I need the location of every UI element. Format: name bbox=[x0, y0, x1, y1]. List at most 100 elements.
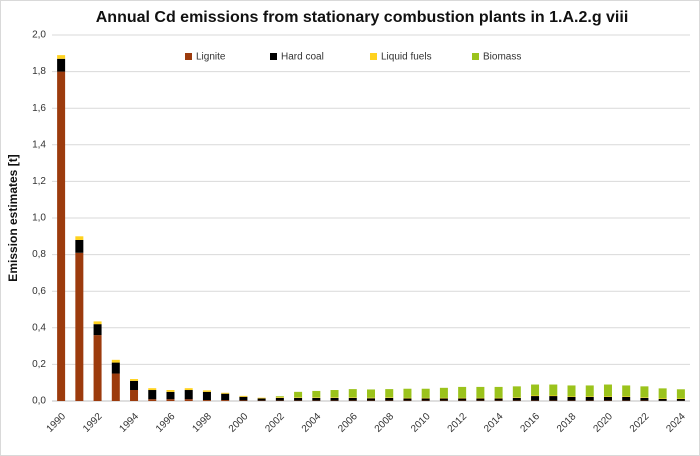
bar-segment bbox=[531, 396, 540, 401]
bar-segment bbox=[312, 397, 321, 398]
bar-segment bbox=[348, 397, 357, 401]
bar-segment bbox=[184, 399, 193, 401]
bar-segment bbox=[239, 396, 248, 401]
bar-segment bbox=[275, 396, 284, 398]
bar-segment bbox=[111, 359, 120, 363]
bar-segment bbox=[148, 390, 157, 400]
legend-label: Biomass bbox=[483, 52, 521, 63]
bar-segment bbox=[166, 399, 175, 401]
bar-segment bbox=[421, 397, 430, 399]
bar-segment bbox=[658, 398, 667, 401]
bar-segment bbox=[130, 379, 139, 381]
legend-swatch bbox=[370, 53, 377, 60]
bar-segment bbox=[239, 400, 248, 401]
bar-segment bbox=[549, 395, 558, 397]
bar-segment bbox=[640, 386, 649, 398]
y-tick-label: 0,4 bbox=[32, 322, 46, 333]
bar-segment bbox=[567, 396, 576, 401]
bar-segment bbox=[567, 396, 576, 397]
y-tick-label: 0,8 bbox=[32, 249, 46, 260]
bar-segment bbox=[439, 397, 448, 399]
bar-segment bbox=[458, 398, 467, 401]
bar-segment bbox=[421, 388, 430, 398]
bar-segment bbox=[348, 397, 357, 398]
bar-segment bbox=[603, 384, 612, 397]
bar-segment bbox=[421, 398, 430, 401]
bar-segment bbox=[93, 321, 102, 325]
bar-segment bbox=[221, 400, 230, 401]
bar-segment bbox=[330, 397, 339, 401]
bar-segment bbox=[93, 335, 102, 401]
bar-segment bbox=[403, 388, 412, 398]
bar-segment bbox=[676, 389, 685, 399]
y-tick-label: 0,0 bbox=[32, 396, 46, 407]
legend-swatch bbox=[472, 53, 479, 60]
bar-segment bbox=[549, 384, 558, 396]
bar-segment bbox=[75, 236, 84, 240]
bar-segment bbox=[257, 397, 266, 399]
bar-segment bbox=[202, 391, 211, 401]
y-tick-label: 1,4 bbox=[32, 139, 46, 150]
bar-segment bbox=[130, 390, 139, 401]
bar-segment bbox=[439, 398, 448, 401]
bar-segment bbox=[549, 396, 558, 401]
bar-segment bbox=[184, 390, 193, 400]
bar-segment bbox=[512, 397, 521, 398]
bar-segment bbox=[294, 397, 303, 401]
y-tick-label: 0,2 bbox=[32, 359, 46, 370]
bar-segment bbox=[312, 397, 321, 401]
bar-segment bbox=[585, 396, 594, 401]
bar-segment bbox=[93, 324, 102, 336]
legend-label: Hard coal bbox=[281, 52, 324, 63]
legend-swatch bbox=[270, 53, 277, 60]
bar-segment bbox=[676, 398, 685, 401]
bar-segment bbox=[476, 398, 485, 401]
legend-label: Lignite bbox=[196, 52, 226, 63]
bar-segment bbox=[403, 398, 412, 401]
y-tick-label: 1,6 bbox=[32, 103, 46, 114]
bar-segment bbox=[531, 384, 540, 396]
bar-segment bbox=[257, 398, 266, 401]
bar-segment bbox=[367, 397, 375, 399]
bar-segment bbox=[458, 386, 467, 398]
bar-segment bbox=[111, 373, 120, 401]
bar-segment bbox=[367, 398, 375, 401]
bar-segment bbox=[294, 391, 303, 398]
y-axis-label: Emission estimates [t] bbox=[6, 154, 20, 281]
bar-segment bbox=[640, 397, 649, 398]
bar-segment bbox=[476, 397, 485, 399]
bar-segment bbox=[622, 396, 631, 397]
bar-segment bbox=[202, 390, 211, 392]
bar-segment bbox=[676, 398, 685, 399]
bar-segment bbox=[202, 400, 211, 401]
bar-segment bbox=[57, 55, 66, 59]
bar-segment bbox=[622, 396, 631, 401]
bar-segment bbox=[57, 71, 66, 401]
bar-segment bbox=[148, 399, 157, 401]
bar-segment bbox=[403, 397, 412, 399]
bar-segment bbox=[567, 385, 576, 397]
bar-segment bbox=[385, 397, 394, 398]
y-tick-label: 1,0 bbox=[32, 213, 46, 224]
bar-segment bbox=[294, 397, 303, 398]
bar-segment bbox=[239, 395, 248, 397]
y-tick-label: 1,8 bbox=[32, 66, 46, 77]
bar-segment bbox=[221, 393, 230, 401]
bar-segment bbox=[512, 397, 521, 401]
bar-segment bbox=[148, 388, 157, 391]
bar-segment bbox=[57, 58, 66, 72]
bar-segment bbox=[585, 396, 594, 397]
bar-segment bbox=[385, 397, 394, 401]
bar-segment bbox=[476, 386, 485, 398]
bar-segment bbox=[458, 397, 467, 399]
bar-segment bbox=[512, 386, 521, 398]
y-tick-label: 2,0 bbox=[32, 30, 46, 41]
bar-segment bbox=[130, 380, 139, 391]
legend-swatch bbox=[185, 53, 192, 60]
bar-segment bbox=[111, 362, 120, 374]
bar-segment bbox=[658, 398, 667, 399]
bar-segment bbox=[275, 397, 284, 401]
bar-segment bbox=[184, 388, 193, 391]
